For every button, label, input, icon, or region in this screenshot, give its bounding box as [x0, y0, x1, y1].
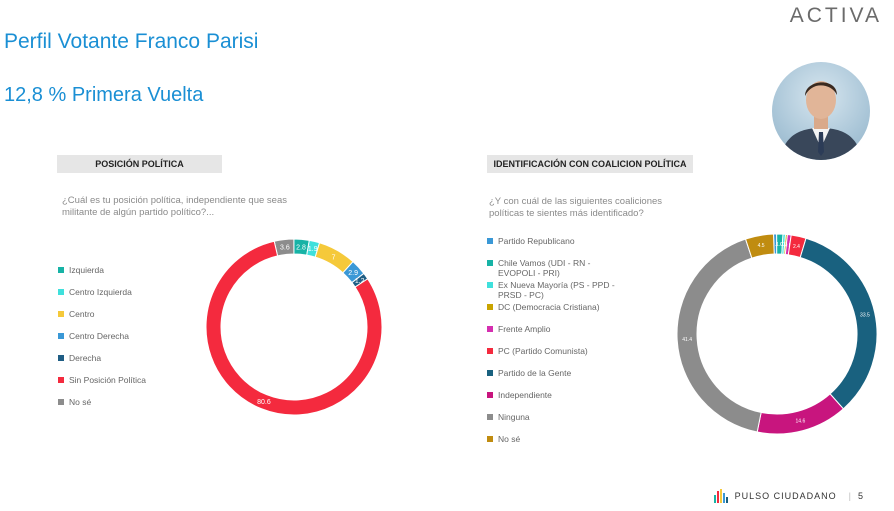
pulso-ciudadano-logo-icon — [713, 489, 729, 503]
legend-item: No sé — [487, 434, 520, 444]
legend-item: Derecha — [58, 353, 101, 363]
legend-item: Ex Nueva Mayoría (PS - PPD - PRSD - PC) — [487, 280, 623, 300]
page-number: 5 — [857, 491, 864, 501]
slice-value-label: 1.0 — [776, 242, 783, 248]
legend-coalition: Partido Republicano Chile Vamos (UDI - RN… — [487, 236, 647, 451]
legend-swatch — [58, 289, 64, 295]
legend-label: Ex Nueva Mayoría (PS - PPD - PRSD - PC) — [498, 280, 615, 300]
legend-swatch — [487, 436, 493, 442]
question-political-position: ¿Cuál es tu posición política, independi… — [62, 195, 287, 218]
slice-value-label: 7 — [332, 254, 336, 261]
legend-label: Frente Amplio — [498, 324, 551, 334]
legend-item: Centro Izquierda — [58, 287, 132, 297]
legend-item: PC (Partido Comunista) — [487, 346, 588, 356]
legend-label: Ninguna — [498, 412, 530, 422]
legend-swatch — [58, 267, 64, 273]
footer: PULSO CIUDADANO | 5 — [713, 489, 864, 503]
activa-logo: ACTIVA — [789, 4, 882, 27]
candidate-portrait-icon — [780, 81, 862, 160]
legend-label: PC (Partido Comunista) — [498, 346, 588, 356]
donut-slice — [676, 238, 762, 433]
legend-item: Partido de la Gente — [487, 368, 571, 378]
legend-political-position: Izquierda Centro Izquierda Centro Centro De… — [58, 265, 208, 415]
legend-label: Partido Republicano — [498, 236, 575, 246]
legend-swatch — [487, 304, 493, 310]
donut-slice — [756, 393, 845, 435]
donut-chart-coalition: 0.51.00.40.30.6 2.4 33.5 14.6 41.4 4.5 — [676, 233, 878, 435]
legend-swatch — [487, 326, 493, 332]
legend-label: Centro Derecha — [69, 331, 130, 341]
legend-label: Sin Posición Política — [69, 375, 147, 385]
slice-value-label: 2.4 — [793, 244, 800, 250]
legend-label: Centro Izquierda — [69, 287, 132, 297]
legend-label: Partido de la Gente — [498, 368, 572, 378]
legend-swatch — [58, 333, 64, 339]
slice-value-label: 1.2 — [355, 278, 365, 285]
footer-separator: | — [848, 491, 852, 501]
legend-swatch — [58, 311, 64, 317]
legend-label: No sé — [69, 397, 92, 407]
slice-value-label: 33.5 — [860, 313, 870, 319]
legend-swatch — [58, 355, 64, 361]
section-title-political-position: POSICIÓN POLÍTICA — [57, 155, 222, 173]
legend-swatch — [487, 260, 493, 266]
slice-value-label: 0.4 — [780, 242, 787, 248]
legend-swatch — [487, 348, 493, 354]
donut-slice — [205, 240, 383, 416]
legend-swatch — [487, 414, 493, 420]
donut-slice — [744, 233, 775, 259]
legend-item: Independiente — [487, 390, 552, 400]
slice-value-label: 0.5 — [772, 242, 779, 248]
slice-value-label: 14.6 — [796, 419, 806, 425]
slice-value-label: 0.6 — [785, 242, 792, 248]
legend-swatch — [58, 399, 64, 405]
legend-label: DC (Democracia Cristiana) — [498, 302, 600, 312]
section-title-coalition: IDENTIFICACIÓN CON COALICION POLÍTICA — [487, 155, 693, 173]
slice-value-label: 80.6 — [257, 399, 271, 406]
page-title: Perfil Votante Franco Parisi — [4, 30, 259, 53]
slice-value-label: 41.4 — [682, 337, 692, 343]
legend-item: DC (Democracia Cristiana) — [487, 302, 600, 312]
legend-label: No sé — [498, 434, 521, 444]
legend-item: Frente Amplio — [487, 324, 550, 334]
legend-item: Centro — [58, 309, 95, 319]
legend-item: Chile Vamos (UDI - RN - EVOPOLI - PRI) — [487, 258, 623, 278]
slice-value-label: 3.6 — [280, 244, 290, 251]
legend-label: Izquierda — [69, 265, 104, 275]
slice-value-label: 4.5 — [758, 243, 765, 249]
legend-item: Sin Posición Política — [58, 375, 146, 385]
question-coalition: ¿Y con cuál de las siguientes coalicione… — [489, 196, 663, 219]
legend-item: Centro Derecha — [58, 331, 129, 341]
legend-swatch — [487, 238, 493, 244]
page-subtitle: 12,8 % Primera Vuelta — [4, 84, 204, 106]
donut-slice — [799, 237, 878, 410]
legend-item: No sé — [58, 397, 91, 407]
legend-item: Partido Republicano — [487, 236, 575, 246]
legend-item: Izquierda — [58, 265, 104, 275]
legend-swatch — [487, 282, 493, 288]
footer-label: PULSO CIUDADANO — [734, 491, 837, 501]
legend-label: Centro — [69, 309, 95, 319]
slice-value-label: 1.9 — [308, 246, 318, 253]
legend-label: Chile Vamos (UDI - RN - EVOPOLI - PRI) — [498, 258, 591, 278]
legend-swatch — [58, 377, 64, 383]
legend-item: Ninguna — [487, 412, 530, 422]
slice-value-label: 2.9 — [348, 270, 358, 277]
legend-label: Derecha — [69, 353, 102, 363]
donut-chart-political-position: 3.6 2.8 1.9 7 2.91.2 80.6 — [205, 238, 383, 416]
legend-swatch — [487, 392, 493, 398]
slice-value-label: 0.3 — [782, 242, 789, 248]
legend-swatch — [487, 370, 493, 376]
slice-value-label: 2.8 — [296, 244, 306, 251]
candidate-photo — [772, 62, 870, 160]
legend-label: Independiente — [498, 390, 552, 400]
